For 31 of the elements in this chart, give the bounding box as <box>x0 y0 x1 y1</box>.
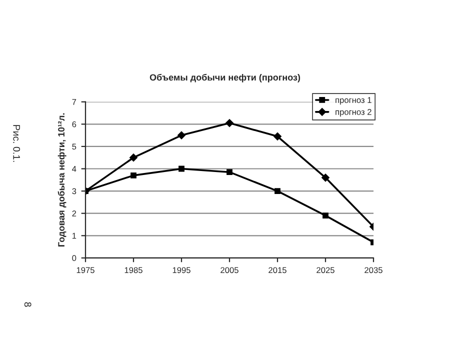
point <box>226 119 234 127</box>
legend-label: прогноз 2 <box>336 109 372 117</box>
y-tick-label: 1 <box>72 232 76 239</box>
chart-title: Объемы добычи нефти (прогноз) <box>150 74 300 82</box>
y-tick-label: 0 <box>72 255 76 262</box>
legend-label: прогноз 1 <box>336 97 372 105</box>
y-tick-label: 4 <box>72 166 76 172</box>
point <box>130 154 138 162</box>
x-tick-label: 2035 <box>364 267 382 274</box>
x-tick-label: 2015 <box>268 267 286 274</box>
x-tick-label: 2005 <box>220 267 238 274</box>
y-tick-label: 2 <box>72 210 76 216</box>
text: Рис. 0.1. <box>13 125 20 162</box>
y-tick-label: 5 <box>72 144 76 150</box>
y-tick-label: 3 <box>72 188 76 194</box>
point <box>322 212 328 219</box>
point <box>274 132 282 140</box>
point <box>274 188 280 194</box>
point <box>178 131 186 140</box>
x-tick-label: 1975 <box>76 267 94 274</box>
point <box>226 169 232 176</box>
y-axis-title: Годовая добыча нефти, 10¹²л. <box>58 113 66 246</box>
y-tick-label: 7 <box>72 99 76 105</box>
x-tick-label: 1995 <box>172 267 190 274</box>
x-tick-label: 1985 <box>124 267 142 274</box>
y-tick-label: 6 <box>72 121 76 128</box>
x-tick-label: 2025 <box>316 267 334 274</box>
point <box>178 166 184 172</box>
point <box>130 172 136 178</box>
point <box>322 174 330 182</box>
text: 8 <box>24 302 32 307</box>
